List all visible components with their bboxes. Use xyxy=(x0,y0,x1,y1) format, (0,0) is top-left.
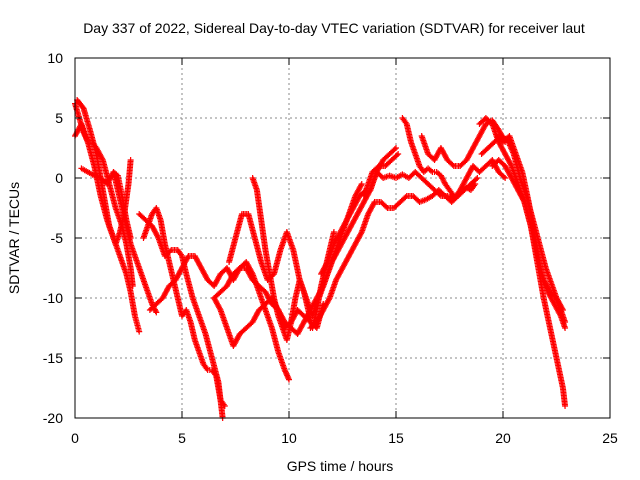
axis-ticks: 0 5 10 15 20 25 -20 -15 -10 -5 0 5 10 xyxy=(43,50,618,446)
y-tick-label: -5 xyxy=(51,230,64,246)
data-point-markers xyxy=(318,151,402,277)
series-trace-13 xyxy=(318,151,402,277)
x-tick-label: 5 xyxy=(178,430,186,446)
y-tick-label: 0 xyxy=(55,170,63,186)
x-tick-label: 20 xyxy=(495,430,511,446)
series-trace-21 xyxy=(493,133,569,331)
series-trace-15 xyxy=(360,157,509,203)
data-point-markers xyxy=(418,117,509,169)
data-point-markers xyxy=(110,169,160,316)
x-tick-label: 10 xyxy=(281,430,297,446)
y-tick-label: 10 xyxy=(47,50,63,66)
x-tick-label: 25 xyxy=(602,430,618,446)
series-trace-17 xyxy=(418,117,509,169)
y-tick-label: -10 xyxy=(43,290,63,306)
y-axis-title: SDTVAR / TECUs xyxy=(6,182,22,294)
data-point-markers xyxy=(360,157,509,203)
data-point-markers xyxy=(399,115,479,199)
x-axis-title: GPS time / hours xyxy=(287,458,394,474)
series-trace-5 xyxy=(110,169,160,316)
chart-title: Day 337 of 2022, Sidereal Day-to-day VTE… xyxy=(83,20,585,36)
y-tick-label: -15 xyxy=(43,350,63,366)
y-tick-label: 5 xyxy=(55,110,63,126)
series-trace-16 xyxy=(399,115,479,199)
y-tick-label: -20 xyxy=(43,410,63,426)
x-tick-label: 15 xyxy=(388,430,404,446)
x-tick-label: 0 xyxy=(71,430,79,446)
data-point-markers xyxy=(493,133,569,331)
data-points xyxy=(72,97,569,421)
